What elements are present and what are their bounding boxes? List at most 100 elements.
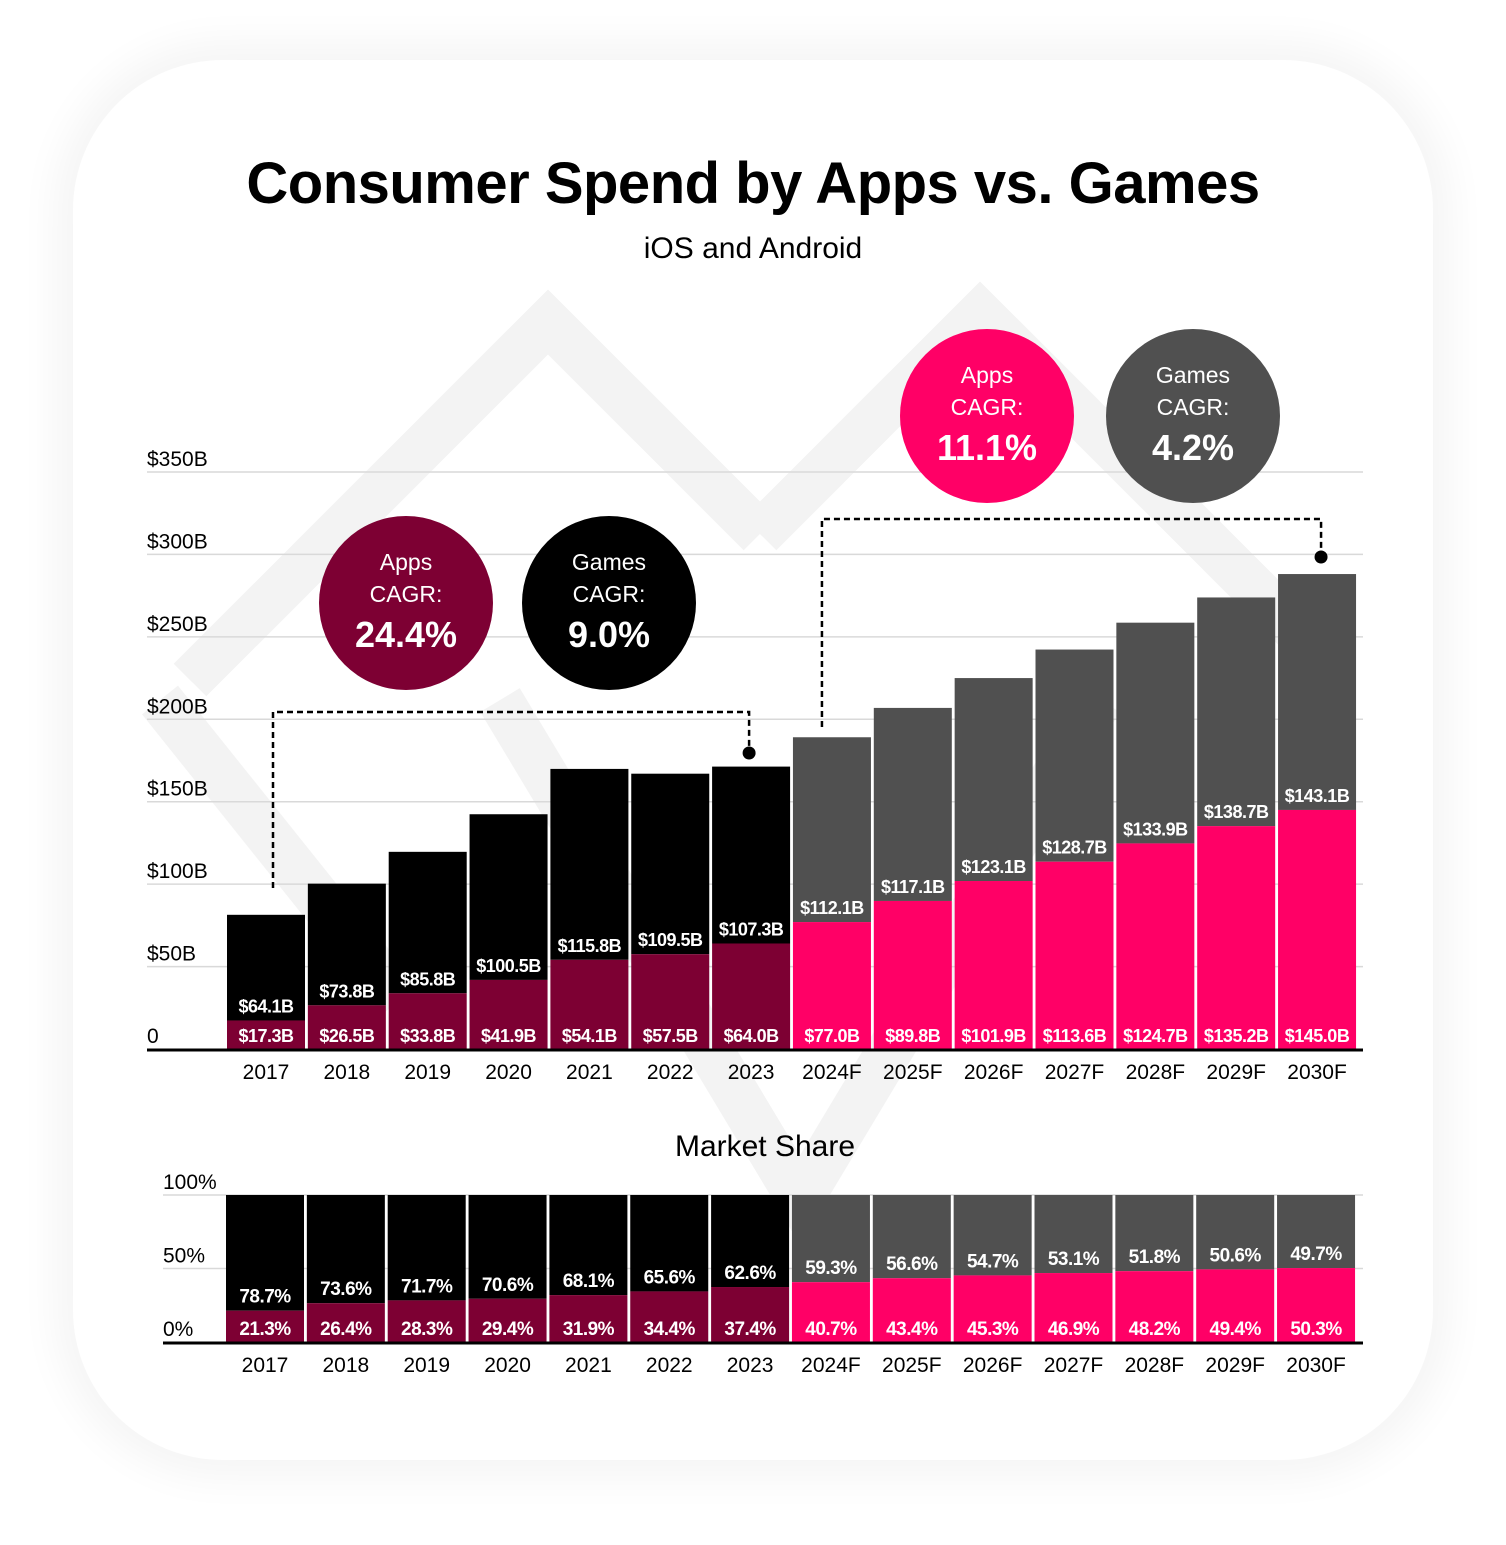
- apps-share-label: 28.3%: [401, 1319, 453, 1340]
- x-tick-label: 2023: [727, 1354, 774, 1377]
- games-share-bar: [630, 1195, 709, 1292]
- apps-bar: [307, 1005, 386, 1049]
- x-tick-label: 2030F: [1287, 1061, 1347, 1084]
- x-tick-label: 2028F: [1125, 1354, 1185, 1377]
- x-tick-label: 2027F: [1044, 1354, 1104, 1377]
- apps-value-label: $41.9B: [481, 1026, 537, 1046]
- apps-share-label: 43.4%: [886, 1319, 938, 1340]
- apps-bar: [469, 979, 548, 1049]
- apps-value-label: $33.8B: [400, 1026, 456, 1046]
- games-share-bar: [306, 1195, 385, 1304]
- x-tick-label: 2018: [323, 1061, 370, 1084]
- apps-share-label: 34.4%: [644, 1319, 696, 1340]
- y-tick-label: 100%: [163, 1171, 217, 1194]
- games-share-label: 65.6%: [644, 1267, 696, 1288]
- apps-share-label: 40.7%: [805, 1319, 857, 1340]
- apps-bar: [388, 993, 467, 1049]
- x-tick-label: 2029F: [1205, 1354, 1265, 1377]
- bubble-value: 24.4%: [354, 614, 458, 655]
- y-tick-label: $100B: [147, 860, 208, 883]
- games-value-label: $143.1B: [1285, 786, 1350, 806]
- apps-share-bar: [1115, 1271, 1194, 1342]
- games-cagr-forecast-bubble: Games CAGR: 4.2%: [1106, 329, 1280, 503]
- games-share-label: 70.6%: [482, 1275, 534, 1296]
- games-value-label: $100.5B: [476, 956, 541, 976]
- apps-bar: [227, 1020, 305, 1049]
- x-tick-label: 2018: [322, 1354, 369, 1377]
- bubble-label: Games: [571, 549, 647, 575]
- apps-share-label: 48.2%: [1129, 1319, 1181, 1340]
- x-tick-label: 2019: [404, 1061, 451, 1084]
- y-tick-label: $50B: [147, 943, 196, 966]
- y-tick-label: 0: [147, 1025, 159, 1048]
- games-bar: [954, 678, 1033, 882]
- games-share-bar: [468, 1195, 547, 1299]
- apps-share-bar: [1034, 1273, 1113, 1342]
- games-value-label: $117.1B: [881, 877, 945, 897]
- games-share-label: 68.1%: [563, 1271, 615, 1292]
- apps-bar: [1278, 809, 1357, 1049]
- apps-share-bar: [711, 1287, 790, 1342]
- x-tick-label: 2019: [403, 1354, 450, 1377]
- apps-cagr-forecast-bubble: Apps CAGR: 11.1%: [900, 329, 1074, 503]
- x-tick-label: 2022: [647, 1061, 694, 1084]
- apps-share-label: 37.4%: [724, 1319, 776, 1340]
- apps-value-label: $145.0B: [1285, 1026, 1350, 1046]
- games-share-bar: [1034, 1195, 1113, 1274]
- y-tick-label: $300B: [147, 530, 208, 553]
- watermark-stroke: [173, 289, 777, 697]
- apps-value-label: $54.1B: [562, 1026, 618, 1046]
- apps-bar: [631, 954, 710, 1049]
- y-tick-label: $200B: [147, 695, 208, 718]
- games-share-bar: [791, 1195, 870, 1283]
- x-tick-label: 2026F: [963, 1354, 1023, 1377]
- market-share-title: Market Share: [674, 1130, 856, 1163]
- bubble-label: CAGR:: [950, 394, 1024, 420]
- x-tick-label: 2024F: [801, 1354, 861, 1377]
- x-tick-label: 2029F: [1206, 1061, 1266, 1084]
- apps-share-label: 45.3%: [967, 1319, 1019, 1340]
- apps-bar: [1035, 861, 1114, 1049]
- apps-value-label: $26.5B: [319, 1026, 375, 1046]
- x-tick-label: 2026F: [964, 1061, 1024, 1084]
- apps-bar: [712, 943, 791, 1049]
- apps-share-bar: [791, 1282, 870, 1342]
- x-tick-label: 2024F: [802, 1061, 862, 1084]
- games-bar: [388, 851, 467, 994]
- apps-share-label: 49.4%: [1210, 1319, 1262, 1340]
- apps-share-bar: [1196, 1269, 1275, 1342]
- games-share-label: 50.6%: [1210, 1245, 1262, 1266]
- x-tick-label: 2017: [243, 1061, 290, 1084]
- games-share-label: 78.7%: [239, 1287, 291, 1308]
- apps-share-label: 46.9%: [1048, 1319, 1100, 1340]
- apps-share-label: 50.3%: [1290, 1319, 1342, 1340]
- games-value-label: $128.7B: [1042, 838, 1107, 858]
- bubble-label: CAGR:: [1156, 394, 1230, 420]
- games-share-bar: [1115, 1195, 1194, 1272]
- games-share-bar: [549, 1195, 628, 1296]
- games-share-bar: [1277, 1195, 1356, 1269]
- bubble-label: Apps: [960, 362, 1014, 388]
- games-bar: [307, 883, 386, 1006]
- apps-share-label: 31.9%: [563, 1319, 615, 1340]
- x-tick-label: 2022: [646, 1354, 693, 1377]
- apps-bar: [873, 900, 952, 1049]
- apps-cagr-actual-bubble: Apps CAGR: 24.4%: [319, 516, 493, 690]
- games-share-bar: [1196, 1195, 1275, 1270]
- bubble-label: Games: [1155, 362, 1231, 388]
- games-bar: [873, 707, 952, 901]
- apps-share-bar: [630, 1291, 709, 1342]
- bubble-value: 4.2%: [1151, 427, 1235, 468]
- games-value-label: $85.8B: [400, 969, 456, 989]
- chart-title: Consumer Spend by Apps vs. Games: [246, 151, 1260, 216]
- bubble-label: Apps: [379, 549, 433, 575]
- apps-bar: [1116, 843, 1195, 1049]
- apps-share-label: 26.4%: [320, 1319, 372, 1340]
- games-bar: [1035, 649, 1114, 862]
- games-bar: [469, 814, 548, 980]
- apps-value-label: $101.9B: [961, 1026, 1026, 1046]
- games-bar: [712, 766, 791, 944]
- x-tick-label: 2021: [566, 1061, 613, 1084]
- games-share-bar: [872, 1195, 951, 1279]
- games-value-label: $73.8B: [319, 981, 375, 1001]
